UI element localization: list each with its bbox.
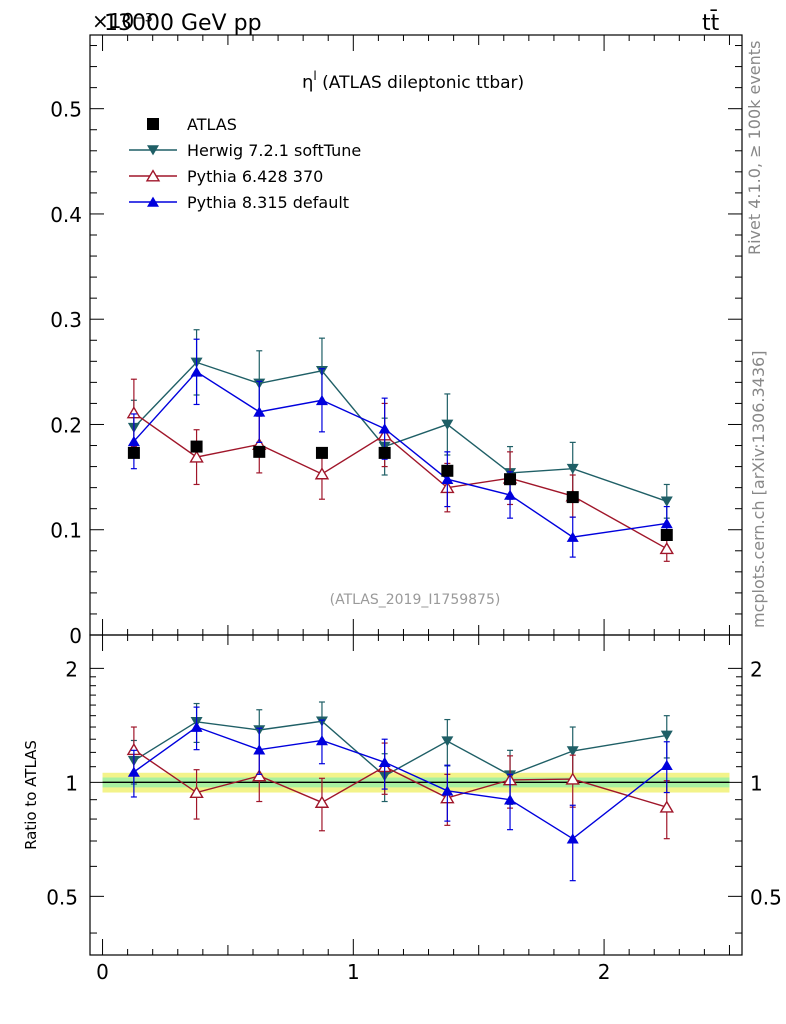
data-point — [127, 435, 140, 447]
y-tick-label: 0.3 — [50, 308, 82, 332]
y-tick-label: 0.5 — [50, 98, 82, 122]
process-label: tt̄ — [702, 10, 720, 36]
data-point — [660, 529, 673, 541]
legend-label: Pythia 6.428 370 — [187, 167, 323, 186]
legend-marker — [147, 145, 159, 156]
data-point — [127, 766, 140, 777]
legend-marker — [145, 169, 161, 182]
main-pythia-8-315-default — [127, 338, 673, 558]
data-point — [315, 446, 328, 459]
data-point — [441, 473, 454, 485]
data-point — [252, 769, 267, 782]
ratio-tick-label: 1 — [65, 771, 78, 795]
legend-item: ATLAS — [147, 115, 237, 134]
data-point — [189, 785, 204, 799]
data-point — [127, 446, 140, 459]
ratio-tick-label: 2 — [65, 657, 78, 681]
legend-item: Herwig 7.2.1 softTune — [129, 141, 361, 160]
legend-label: Pythia 8.315 default — [187, 193, 349, 212]
main-atlas — [127, 440, 673, 541]
data-point — [190, 721, 203, 732]
legend-marker — [147, 118, 159, 130]
data-point — [315, 735, 328, 746]
title-rest: (ATLAS dileptonic ttbar) — [317, 73, 524, 93]
data-point — [659, 800, 674, 813]
data-point — [314, 467, 330, 480]
data-point — [660, 496, 673, 507]
data-point — [190, 366, 203, 377]
data-point — [253, 406, 266, 417]
data-point — [378, 446, 391, 459]
y-tick-label: 0.2 — [50, 413, 82, 437]
data-point — [566, 746, 579, 757]
y-tick-label: 0.1 — [50, 519, 82, 543]
data-point — [660, 759, 673, 770]
energy-label: 13000 GeV pp — [104, 11, 262, 36]
ratio-tick-label: 1 — [750, 771, 763, 795]
legend-label: Herwig 7.2.1 softTune — [187, 141, 361, 160]
data-point — [253, 744, 266, 755]
ratio-tick-label: 2 — [750, 657, 763, 681]
data-point — [190, 440, 203, 453]
x-tick-label: 1 — [347, 960, 360, 984]
data-point — [441, 736, 454, 747]
legend-item: Pythia 8.315 default — [129, 193, 349, 212]
data-point — [314, 795, 330, 808]
ratio-pythia-8-315-default — [127, 706, 673, 882]
data-point — [566, 531, 579, 542]
ratio-tick-label: 0.5 — [750, 885, 782, 909]
exponent-label: ×10⁻³ — [92, 9, 153, 33]
data-point — [378, 423, 391, 434]
axis-ticks: 0 0.1 0.2 0.3 0.4 0.5 0 1 2 0.5 0.5 1 1 2 2 — [46, 35, 782, 984]
data-point — [566, 491, 579, 504]
title-eta: η — [302, 72, 313, 93]
data-point — [504, 473, 517, 486]
main-herwig-7-2-1-softtune — [127, 329, 673, 519]
ratio-tick-label: 0.5 — [46, 885, 78, 909]
data-point — [504, 794, 517, 805]
series-line — [133, 412, 668, 550]
legend-marker — [147, 196, 159, 207]
legend-label: ATLAS — [187, 115, 237, 134]
series-layer — [126, 329, 674, 882]
data-point — [565, 772, 580, 785]
data-point — [566, 833, 579, 844]
data-point — [660, 518, 673, 529]
data-point — [660, 730, 673, 741]
data-point — [566, 463, 579, 475]
series-line — [133, 720, 667, 777]
analysis-id: (ATLAS_2019_I1759875) — [330, 592, 501, 608]
x-tick-label: 0 — [96, 960, 109, 984]
data-point — [659, 541, 674, 555]
data-point — [441, 785, 454, 796]
series-line — [133, 370, 667, 538]
ratio-frame — [89, 634, 743, 956]
data-point — [253, 445, 266, 458]
data-point — [441, 464, 454, 477]
data-point — [189, 450, 204, 463]
data-point — [441, 419, 454, 430]
data-point — [315, 394, 328, 406]
legend: ATLAS Herwig 7.2.1 softTune Pythia 6.428 3… — [129, 115, 361, 212]
title-sup: l — [313, 69, 316, 83]
data-point — [378, 756, 391, 768]
y-tick-label: 0 — [69, 624, 82, 648]
mcplots-label: mcplots.cern.ch [arXiv:1306.3436] — [749, 351, 768, 628]
x-tick-label: 2 — [598, 960, 611, 984]
legend-item: Pythia 6.428 370 — [129, 167, 323, 186]
chart-title: ηl (ATLAS dileptonic ttbar) — [302, 69, 524, 93]
data-point — [504, 489, 517, 500]
rivet-label: Rivet 4.1.0, ≥ 100k events — [745, 41, 764, 255]
ratio-ylabel: Ratio to ATLAS — [22, 740, 40, 850]
y-tick-label: 0.4 — [50, 203, 82, 227]
